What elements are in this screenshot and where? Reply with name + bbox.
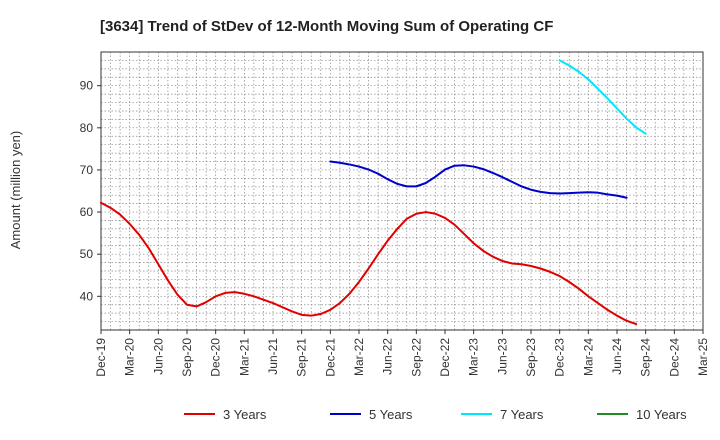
x-tick-label: Dec-22	[438, 338, 452, 377]
x-tick-label: Jun-22	[381, 338, 395, 375]
x-tick-label: Sep-22	[409, 338, 423, 377]
x-tick-label: Sep-23	[524, 338, 538, 377]
y-tick-label: 40	[80, 289, 94, 303]
x-tick-label: Jun-21	[266, 338, 280, 375]
y-tick-label: 50	[80, 247, 94, 261]
y-tick-label: 90	[80, 79, 94, 93]
plot-background	[101, 52, 703, 330]
y-axis-label: Amount (million yen)	[8, 131, 23, 250]
x-tick-label: Dec-20	[209, 338, 223, 377]
x-tick-label: Mar-21	[237, 338, 251, 376]
x-tick-label: Sep-21	[295, 338, 309, 377]
legend-label: 3 Years	[223, 407, 267, 422]
x-tick-label: Sep-20	[180, 338, 194, 377]
x-tick-label: Dec-24	[667, 338, 681, 377]
y-tick-label: 80	[80, 121, 94, 135]
plot-frame	[100, 51, 704, 331]
x-tick-label: Dec-21	[323, 338, 337, 377]
x-tick-label: Mar-22	[352, 338, 366, 376]
x-tick-label: Dec-19	[94, 338, 108, 377]
x-tick-label: Mar-25	[696, 338, 710, 376]
legend-label: 7 Years	[500, 407, 544, 422]
x-tick-label: Mar-23	[467, 338, 481, 376]
y-tick-label: 70	[80, 163, 94, 177]
series-line-7-years	[558, 59, 647, 135]
y-tick-label: 60	[80, 205, 94, 219]
series-line-3-years	[100, 201, 638, 326]
x-tick-label: Dec-23	[553, 338, 567, 377]
x-tick-label: Jun-20	[151, 338, 165, 375]
plot-area: 40 50 60 70 80 90 Dec-19 Mar-20 Jun-20 Sep-20 Dec-…	[80, 51, 710, 377]
series-line-5-years	[329, 160, 628, 199]
x-tick-label: Mar-20	[123, 338, 137, 376]
x-tick-label: Jun-23	[495, 338, 509, 375]
legend: 3 Years 5 Years 7 Years 10 Years	[184, 407, 687, 422]
x-tick-label: Sep-24	[639, 338, 653, 377]
chart-title: [3634] Trend of StDev of 12-Month Moving…	[100, 18, 553, 35]
x-tick-label: Mar-24	[581, 338, 595, 376]
legend-label: 10 Years	[636, 407, 687, 422]
legend-label: 5 Years	[369, 407, 413, 422]
x-tick-label: Jun-24	[610, 338, 624, 375]
